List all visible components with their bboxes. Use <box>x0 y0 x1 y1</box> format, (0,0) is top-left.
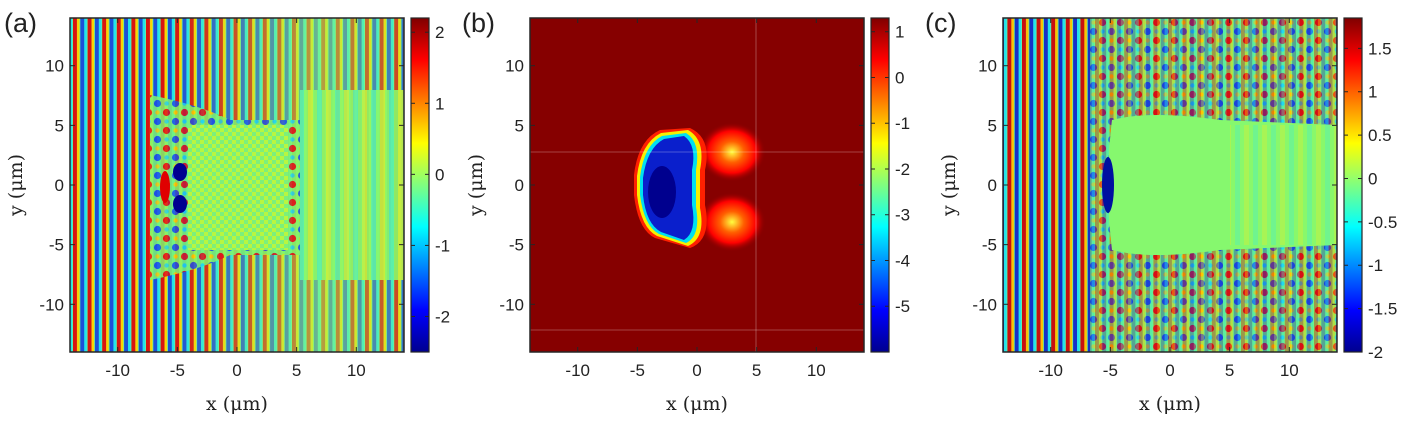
colorbar-tick-label: 0 <box>1368 169 1377 188</box>
x-tick-label: 5 <box>752 361 761 380</box>
colorbar-tick-label: -1.5 <box>1368 300 1397 319</box>
y-tick-label: 10 <box>45 57 64 76</box>
y-tick-label: -5 <box>509 236 524 255</box>
y-axis-label-a: y (μm) <box>5 154 27 217</box>
x-tick-label: 0 <box>1165 361 1174 380</box>
colorbar-tick-label: 1.5 <box>1368 39 1392 58</box>
x-tick-label: -10 <box>1038 361 1063 380</box>
y-tick-label: 0 <box>988 176 997 195</box>
colorbar-tick-label: -0.5 <box>1368 213 1397 232</box>
heatmap-b <box>530 18 864 352</box>
x-tick-label: -10 <box>105 361 130 380</box>
colorbar-tick-label: -2 <box>435 307 450 326</box>
y-tick-label: -5 <box>982 236 997 255</box>
x-tick-label: 10 <box>807 361 826 380</box>
colorbar-tick-label: -5 <box>895 297 910 316</box>
colorbar-tick-label: -4 <box>895 251 910 270</box>
x-tick-label: -5 <box>170 361 185 380</box>
y-tick-label: -10 <box>39 295 64 314</box>
y-tick-label: 10 <box>505 57 524 76</box>
colorbar-tick-label: 2 <box>435 23 444 42</box>
x-tick-label: 5 <box>1225 361 1234 380</box>
y-tick-label: 5 <box>515 116 524 135</box>
y-tick-label: -10 <box>972 295 997 314</box>
y-axis-label-b: y (μm) <box>465 154 487 217</box>
x-tick-label: 10 <box>347 361 366 380</box>
colorbar-a <box>410 17 430 353</box>
heatmap-c <box>1003 18 1337 352</box>
panel-c: (c) -10 -5 0 5 10 10 5 0 -5 -10 1.5 1 0.5 0 -0.5 -1 -1.… <box>925 8 1397 415</box>
y-tick-label: 10 <box>978 57 997 76</box>
y-tick-label: -10 <box>499 295 524 314</box>
colorbar-tick-label: 0 <box>895 68 904 87</box>
y-tick-label: 0 <box>515 176 524 195</box>
x-tick-label: -5 <box>1103 361 1118 380</box>
colorbar-tick-label: -2 <box>1368 343 1383 362</box>
colorbar-tick-label: -2 <box>895 160 910 179</box>
panel-label-c: (c) <box>925 8 956 38</box>
colorbar-tick-label: 0 <box>435 165 444 184</box>
x-tick-label: 0 <box>232 361 241 380</box>
y-tick-label: 5 <box>988 116 997 135</box>
panel-label-a: (a) <box>4 8 37 38</box>
x-tick-label: -10 <box>565 361 590 380</box>
grid-b <box>530 18 864 352</box>
y-tick-label: 5 <box>55 116 64 135</box>
colorbar-tick-label: 0.5 <box>1368 126 1392 145</box>
x-axis-label-a: x (μm) <box>206 393 268 415</box>
colorbar-tick-label: -3 <box>895 206 910 225</box>
panel-label-b: (b) <box>462 8 495 38</box>
x-tick-label: 5 <box>292 361 301 380</box>
x-axis-label-b: x (μm) <box>666 393 728 415</box>
colorbar-tick-label: 1 <box>435 94 444 113</box>
heatmap-a <box>70 18 404 352</box>
colorbar-tick-label: 1 <box>1368 83 1377 102</box>
colorbar-tick-label: -1 <box>1368 256 1383 275</box>
colorbar-tick-label: 1 <box>895 23 904 42</box>
colorbar-c <box>1343 17 1363 353</box>
x-tick-label: 0 <box>692 361 701 380</box>
y-tick-label: 0 <box>55 176 64 195</box>
colorbar-tick-label: -1 <box>895 114 910 133</box>
y-axis-label-c: y (μm) <box>938 154 960 217</box>
x-tick-label: 10 <box>1280 361 1299 380</box>
y-tick-label: -5 <box>49 236 64 255</box>
colorbar-b <box>870 17 890 353</box>
colorbar-tick-label: -1 <box>435 236 450 255</box>
x-tick-label: -5 <box>630 361 645 380</box>
x-axis-label-c: x (μm) <box>1139 393 1201 415</box>
